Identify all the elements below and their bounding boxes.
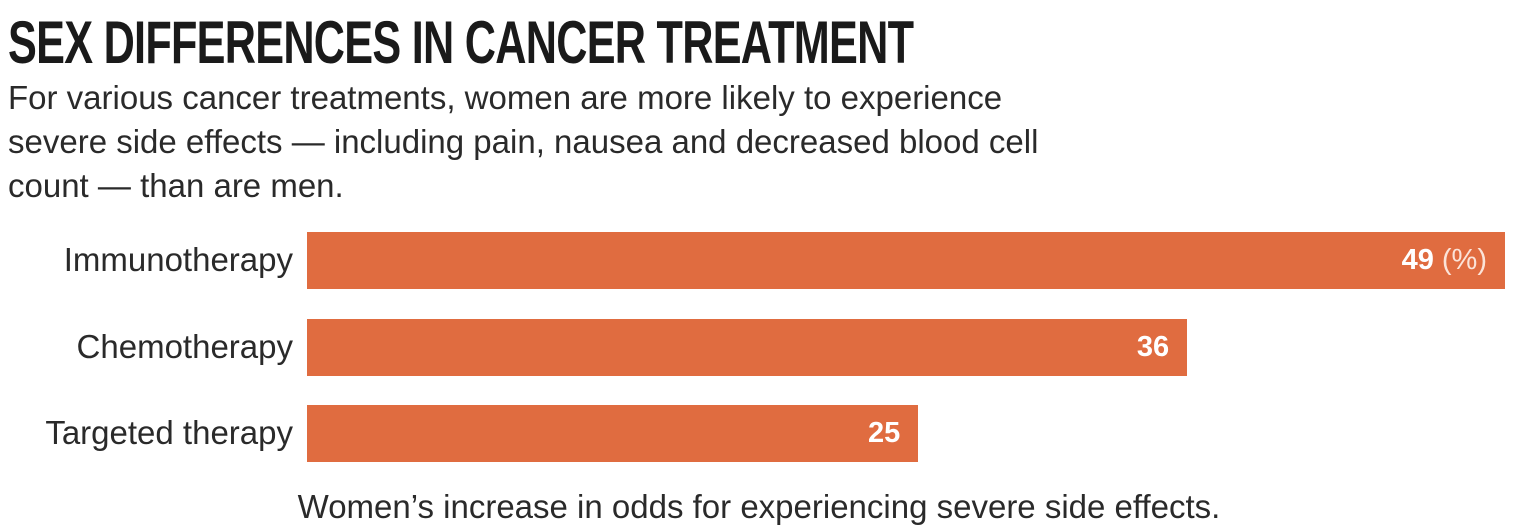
category-label: Targeted therapy — [45, 414, 293, 451]
category-label: Immunotherapy — [63, 241, 293, 278]
chart-subtitle: For various cancer treatments, women are… — [8, 79, 1039, 204]
unit-label: (%) — [1433, 244, 1487, 276]
data-label: 49 (%) — [1401, 244, 1487, 276]
category-label: Chemotherapy — [76, 328, 293, 365]
data-label: 36 — [1136, 331, 1170, 363]
bar — [307, 232, 1505, 289]
x-axis-label: Women’s increase in odds for experiencin… — [297, 488, 1221, 525]
data-label: 25 — [867, 417, 901, 449]
bar — [307, 405, 919, 462]
bar — [307, 319, 1188, 376]
chart-title: SEX DIFFERENCES IN CANCER TREATMENT — [8, 9, 914, 76]
